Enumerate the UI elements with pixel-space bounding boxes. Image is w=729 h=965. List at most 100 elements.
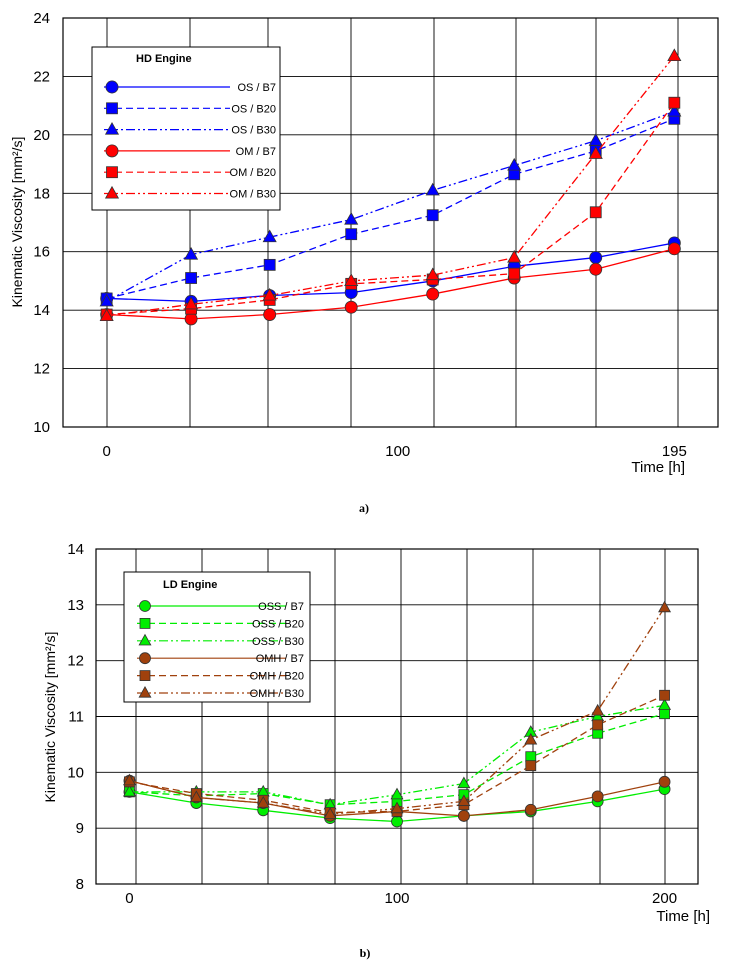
chart-b-ytick-1: 9 (76, 820, 84, 837)
chart-b-ytick-5: 13 (67, 597, 84, 614)
chart-a-legend-label-5: OM / B30 (230, 189, 276, 201)
chart-b-ld-engine: 8 9 10 11 12 13 14 0 100 200 Kinematic Viscosity … (42, 541, 710, 960)
chart-b-series-3-point-5 (457, 809, 470, 822)
chart-a-tick-labels: 10 12 14 16 18 20 22 24 0 100 195 (33, 10, 687, 460)
chart-a-ytick-3: 16 (33, 244, 50, 261)
chart-a-series-4-point-5 (508, 267, 521, 280)
chart-a-xlabel: Time [h] (631, 459, 685, 476)
chart-a-series-2-point-5 (507, 157, 522, 171)
chart-a-series-5-point-2 (262, 287, 277, 301)
chart-a-series-4-point-6 (589, 206, 602, 219)
chart-b-legend-label-4: OMH / B20 (250, 671, 304, 683)
chart-b-legend: LD Engine OSS / B7 OSS / B20 OSS / B30 OMH … (123, 571, 311, 703)
chart-b-series-3-point-8 (658, 775, 671, 788)
chart-b-grid (96, 548, 698, 885)
chart-b-legend-box (123, 571, 311, 703)
chart-a-series-2-line (106, 110, 675, 302)
chart-a-series-0-point-6 (589, 251, 603, 265)
chart-b-ytick-4: 12 (67, 653, 84, 670)
chart-a-legend-marker-1 (106, 102, 118, 115)
chart-b-legend-marker-1 (139, 618, 151, 629)
chart-b-series-3-point-7 (591, 790, 604, 803)
chart-a-ytick-0: 10 (33, 419, 50, 436)
chart-a-series-5-point-6 (588, 146, 603, 159)
chart-b-ylabel: Kinematic Viscosity [mm²/s] (42, 632, 58, 803)
chart-a-series-5-point-3 (344, 273, 359, 286)
chart-a-series-5-point-0 (99, 308, 114, 322)
chart-b-series-5-point-7 (591, 703, 605, 716)
chart-a-series-3-point-3 (344, 300, 358, 314)
chart-a-ylabel: Kinematic Viscosity [mm²/s] (9, 137, 25, 308)
chart-a-series-1-point-3 (345, 228, 358, 241)
chart-b-series-4-point-7 (592, 719, 604, 731)
chart-b-series-4-point-8 (659, 689, 670, 701)
chart-b-ytick-0: 8 (76, 876, 84, 893)
chart-a-legend-marker-2 (104, 121, 120, 135)
chart-b-series-5 (122, 600, 672, 819)
chart-a-ytick-7: 24 (33, 10, 50, 27)
chart-b-series-5-point-5 (457, 794, 471, 806)
chart-a-legend-title: HD Engine (136, 53, 192, 65)
chart-a-series-2-point-0 (99, 293, 114, 307)
chart-a-series-3-point-7 (667, 242, 681, 256)
chart-b-series-0-point-4 (391, 815, 403, 828)
chart-a-ytick-2: 14 (33, 302, 50, 319)
chart-b-legend-title: LD Engine (163, 579, 217, 591)
chart-a-ytick-1: 12 (33, 361, 50, 378)
chart-a-legend-box (91, 46, 281, 211)
chart-b-series-3-point-6 (524, 803, 537, 816)
chart-a-series-3-line (106, 248, 675, 320)
chart-a-caption: a) (359, 501, 369, 515)
chart-b-legend-label-0: OSS / B7 (258, 601, 304, 613)
chart-b-series-2-point-4 (390, 787, 404, 800)
chart-a-legend: HD Engine OS / B7 OS / B20 OS / B30 OM / B7… (91, 46, 281, 211)
chart-a-series-0-line (106, 242, 675, 303)
chart-a-legend-label-2: OS / B30 (231, 125, 276, 137)
chart-b-series-5-point-1 (189, 790, 203, 803)
chart-a-series-2-point-7 (667, 103, 682, 117)
chart-a-series-5-point-5 (507, 249, 522, 263)
chart-a-legend-label-0: OS / B7 (237, 82, 276, 94)
chart-b-legend-label-1: OSS / B20 (252, 618, 304, 630)
chart-a-series-2-point-2 (262, 229, 277, 243)
chart-b-series-5-point-0 (122, 773, 136, 786)
chart-a-legend-label-4: OM / B20 (230, 167, 276, 179)
chart-a-series-3-point-1 (184, 312, 198, 326)
chart-a-series-2-point-1 (184, 246, 199, 260)
chart-a-xtick-0: 0 (102, 443, 110, 460)
chart-a-ytick-5: 20 (33, 127, 50, 144)
chart-a-series-2-point-4 (425, 182, 440, 196)
chart-b-series-5-point-4 (390, 801, 404, 814)
chart-b-xtick-0: 0 (125, 890, 133, 907)
chart-b-series-5-point-3 (323, 807, 337, 819)
chart-a-series-2-point-6 (588, 133, 603, 146)
chart-a-series-1-line (106, 118, 675, 300)
chart-b-series-1-point-6 (525, 751, 537, 763)
chart-b-series-2-point-0 (122, 784, 136, 797)
chart-b-ytick-6: 14 (67, 541, 84, 558)
chart-b-legend-item-4: OMH / B20 (137, 670, 304, 683)
chart-a-series-3-point-4 (426, 287, 440, 301)
chart-b-caption: b) (360, 946, 371, 960)
chart-b-xlabel: Time [h] (656, 908, 710, 925)
chart-b-series-5-point-2 (256, 796, 270, 808)
chart-a-legend-item-3: OM / B7 (104, 144, 276, 158)
chart-b-legend-item-3: OMH / B7 (137, 652, 304, 665)
chart-a-legend-item-0: OS / B7 (104, 80, 276, 94)
chart-b-legend-marker-2 (138, 633, 152, 646)
chart-b-legend-marker-3 (139, 652, 151, 665)
chart-a-series-4-line (106, 102, 675, 316)
chart-a-series-1-point-1 (185, 272, 197, 284)
chart-a-legend-item-4: OM / B20 (104, 166, 276, 179)
chart-a-ytick-6: 22 (33, 68, 50, 85)
chart-b-xtick-1: 100 (384, 890, 409, 907)
chart-a-series-3-point-6 (589, 262, 603, 276)
chart-a-legend-marker-5 (104, 185, 120, 199)
chart-a-ytick-4: 18 (33, 185, 50, 202)
chart-b-ytick-3: 11 (68, 709, 84, 726)
chart-b-series-2-point-8 (658, 698, 672, 710)
chart-a-xtick-2: 195 (662, 443, 687, 460)
chart-a-series-5 (99, 48, 682, 322)
chart-a-series-2 (99, 103, 682, 307)
